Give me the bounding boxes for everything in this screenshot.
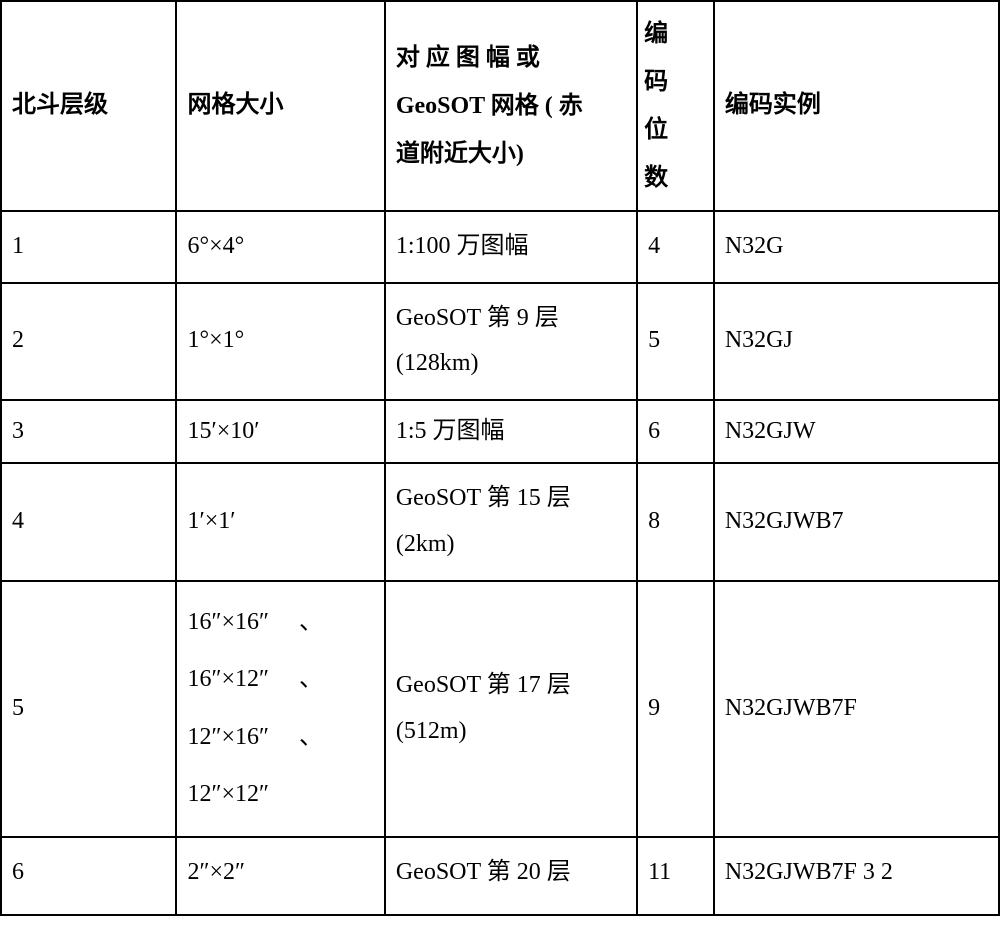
cell-bits: 9 — [637, 581, 714, 837]
cell-grid: 1′×1′ — [176, 463, 384, 580]
cell-example: N32GJW — [714, 400, 999, 464]
cell-example: N32GJWB7 — [714, 463, 999, 580]
cell-bits: 6 — [637, 400, 714, 464]
header-grid-size: 网格大小 — [176, 1, 384, 211]
beidou-grid-table: 北斗层级 网格大小 对 应 图 幅 或GeoSOT 网格 ( 赤道附近大小) 编… — [0, 0, 1000, 916]
cell-grid: 1°×1° — [176, 283, 384, 400]
cell-map-text: GeoSOT 第 17 层(512m) — [396, 672, 571, 744]
table-row: 4 1′×1′ GeoSOT 第 15 层(2km) 8 N32GJWB7 — [1, 463, 999, 580]
header-bits-text: 编码位数 — [644, 21, 668, 191]
header-row: 北斗层级 网格大小 对 应 图 幅 或GeoSOT 网格 ( 赤道附近大小) 编… — [1, 1, 999, 211]
header-level: 北斗层级 — [1, 1, 176, 211]
cell-bits: 4 — [637, 211, 714, 283]
header-bits: 编码位数 — [637, 1, 714, 211]
cell-bits: 11 — [637, 837, 714, 915]
cell-level: 1 — [1, 211, 176, 283]
cell-example: N32GJWB7F — [714, 581, 999, 837]
cell-bits: 8 — [637, 463, 714, 580]
cell-level: 2 — [1, 283, 176, 400]
cell-grid: 6°×4° — [176, 211, 384, 283]
table-row: 2 1°×1° GeoSOT 第 9 层(128km) 5 N32GJ — [1, 283, 999, 400]
cell-example: N32GJWB7F 3 2 — [714, 837, 999, 915]
header-map-text: 对 应 图 幅 或GeoSOT 网格 ( 赤道附近大小) — [396, 45, 583, 167]
cell-grid: 16″×16″ 、16″×12″ 、12″×16″ 、12″×12″ — [176, 581, 384, 837]
cell-map-text: GeoSOT 第 9 层(128km) — [396, 305, 559, 377]
cell-map-text: GeoSOT 第 15 层(2km) — [396, 485, 571, 557]
cell-level: 5 — [1, 581, 176, 837]
cell-example: N32GJ — [714, 283, 999, 400]
cell-example: N32G — [714, 211, 999, 283]
table-row: 5 16″×16″ 、16″×12″ 、12″×16″ 、12″×12″ Geo… — [1, 581, 999, 837]
cell-map: GeoSOT 第 17 层(512m) — [385, 581, 637, 837]
table-row: 3 15′×10′ 1:5 万图幅 6 N32GJW — [1, 400, 999, 464]
cell-grid-text: 16″×16″ 、16″×12″ 、12″×16″ 、12″×12″ — [187, 609, 323, 808]
table-row: 1 6°×4° 1:100 万图幅 4 N32G — [1, 211, 999, 283]
cell-grid: 15′×10′ — [176, 400, 384, 464]
header-map: 对 应 图 幅 或GeoSOT 网格 ( 赤道附近大小) — [385, 1, 637, 211]
cell-level: 4 — [1, 463, 176, 580]
cell-map: GeoSOT 第 9 层(128km) — [385, 283, 637, 400]
table-row: 6 2″×2″ GeoSOT 第 20 层 11 N32GJWB7F 3 2 — [1, 837, 999, 915]
cell-map: 1:5 万图幅 — [385, 400, 637, 464]
cell-map: 1:100 万图幅 — [385, 211, 637, 283]
cell-level: 3 — [1, 400, 176, 464]
cell-bits: 5 — [637, 283, 714, 400]
cell-map: GeoSOT 第 15 层(2km) — [385, 463, 637, 580]
header-example: 编码实例 — [714, 1, 999, 211]
cell-map: GeoSOT 第 20 层 — [385, 837, 637, 915]
cell-grid: 2″×2″ — [176, 837, 384, 915]
cell-level: 6 — [1, 837, 176, 915]
